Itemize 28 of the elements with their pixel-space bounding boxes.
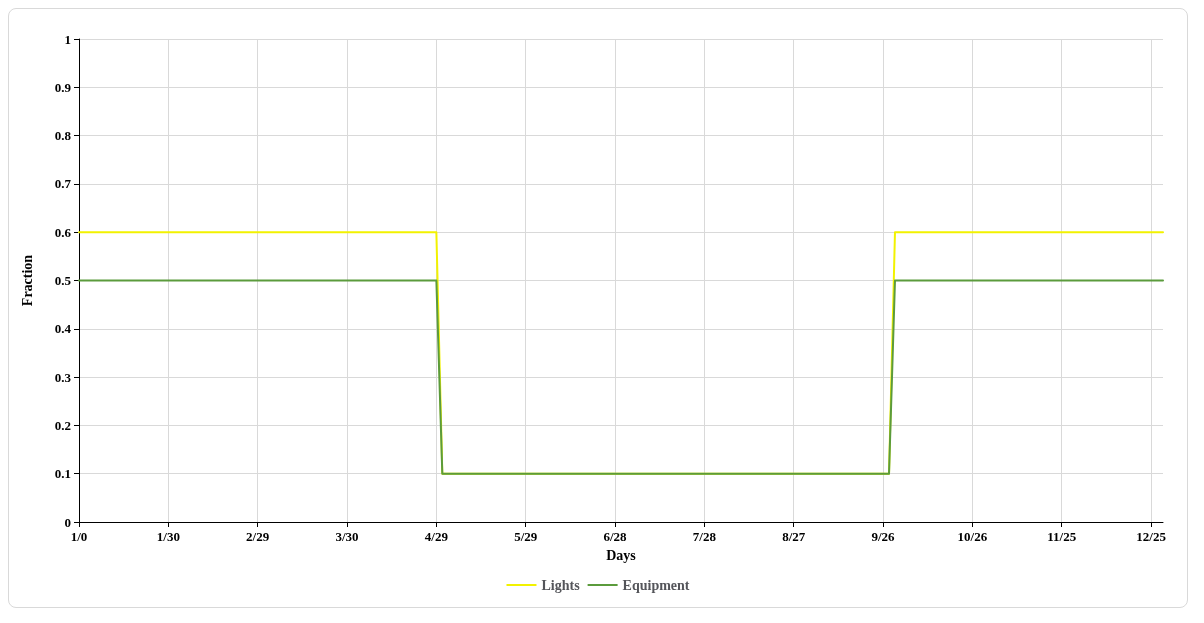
y-tick-label: 0.6 — [54, 224, 72, 240]
x-tick-label: 1/30 — [156, 529, 180, 544]
x-tick-label: 5/29 — [514, 529, 538, 544]
x-tick-label: 3/30 — [335, 529, 359, 544]
y-tick-label: 0.9 — [54, 79, 72, 95]
x-tick-label: 11/25 — [1047, 529, 1077, 544]
y-tick-label: 0.3 — [54, 369, 72, 385]
x-axis-title: Days — [606, 547, 637, 563]
x-tick-label: 2/29 — [246, 529, 270, 544]
x-tick-label: 6/28 — [603, 529, 628, 544]
legend-label: Equipment — [622, 577, 690, 593]
x-tick-label: 7/28 — [692, 529, 717, 544]
y-tick-label: 0 — [64, 514, 71, 530]
x-tick-label: 12/25 — [1136, 529, 1167, 544]
x-tick-label: 9/26 — [871, 529, 896, 544]
x-tick-label: 8/27 — [782, 529, 806, 544]
y-tick-label: 0.8 — [54, 128, 72, 144]
y-tick-label: 1 — [64, 31, 71, 47]
y-tick-label: 0.1 — [54, 466, 71, 482]
y-tick-label: 0.5 — [54, 273, 72, 288]
y-axis-title: Fraction — [19, 254, 35, 307]
y-tick-label: 0.2 — [54, 417, 71, 433]
y-tick-label: 0.4 — [54, 321, 72, 337]
x-tick-label: 4/29 — [424, 529, 449, 544]
y-tick-label: 0.7 — [54, 176, 72, 192]
x-tick-label: 10/26 — [957, 529, 988, 544]
legend-label: Lights — [541, 577, 581, 593]
x-tick-label: 1/0 — [70, 529, 88, 544]
